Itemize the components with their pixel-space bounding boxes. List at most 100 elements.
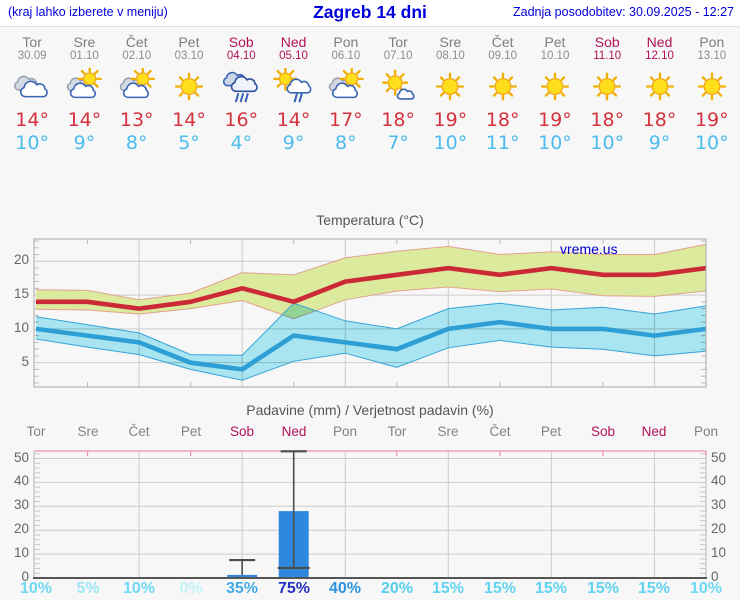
day-date: 12.10 [645, 50, 674, 62]
mostly-sunny-icon [382, 69, 419, 105]
precip-day-label: Sob [229, 424, 255, 439]
day-date: 02.10 [122, 50, 152, 62]
weather-icon-slot [215, 68, 267, 108]
temperature-chart-title: Temperatura (°C) [316, 212, 424, 228]
weather-icon-slot [58, 66, 110, 108]
precip-probability: 10% [689, 580, 723, 597]
high-temperature: 18° [642, 109, 677, 131]
precip-probability: 10% [19, 580, 53, 597]
day-column: Pet 10.10 19° 10° [529, 27, 581, 177]
sunny-icon [540, 72, 569, 101]
day-column: Sre 08.10 19° 10° [424, 27, 476, 177]
high-temperature: 13° [119, 109, 154, 131]
high-temperature: 19° [433, 109, 468, 131]
high-temperature: 16° [224, 109, 259, 131]
temp-axis-tick: 20 [13, 252, 29, 267]
day-name: Pet [544, 34, 566, 50]
precip-day-label: Sob [590, 424, 616, 439]
day-name: Čet [125, 34, 148, 50]
precip-probability: 5% [76, 580, 100, 597]
day-name: Ned [280, 34, 307, 50]
day-date: 04.10 [226, 50, 256, 62]
precipitation-bar [227, 574, 258, 578]
precip-axis-tick-right: 50 [711, 450, 727, 465]
low-temperature: 7° [387, 132, 409, 154]
precip-axis-tick-right: 30 [711, 497, 727, 512]
day-date: 30.09 [17, 50, 47, 62]
precip-probability: 0% [179, 580, 203, 597]
weather-icon-slot [372, 68, 424, 108]
sun-rain-icon [272, 66, 315, 103]
sunny-icon [174, 72, 204, 101]
precip-axis-tick-left: 10 [13, 545, 29, 560]
weather-icon-slot [163, 68, 215, 108]
precip-probability: 15% [483, 580, 517, 597]
precip-probability: 10% [122, 580, 156, 597]
day-column: Pon 13.10 19° 10° [686, 27, 738, 177]
page-title: Zagreb 14 dni [313, 2, 427, 22]
sunny-icon [645, 72, 674, 101]
high-temperature: 14° [67, 109, 102, 131]
weather-icon-slot [581, 68, 633, 108]
precip-probability: 75% [277, 580, 311, 597]
precip-day-label: Pet [180, 424, 202, 439]
day-column: Ned 05.10 14° 9° [267, 27, 319, 177]
precip-axis-tick-right: 40 [711, 473, 727, 488]
day-column: Čet 09.10 18° 11° [477, 27, 529, 177]
precip-day-label: Tor [387, 424, 407, 439]
sunny-icon [488, 72, 517, 101]
precip-day-label: Ned [281, 424, 307, 439]
day-date: 03.10 [174, 50, 204, 62]
day-name: Tor [388, 34, 408, 50]
day-name: Pon [333, 34, 359, 50]
day-name: Tor [22, 34, 42, 50]
forecast-strip: Tor 30.09 14° 10° Sre 01.10 14° 9° Čet 02.10 13° 8°… [0, 27, 738, 177]
precip-axis-tick-right: 10 [711, 545, 727, 560]
partly-cloudy-icon [116, 66, 155, 105]
precip-probability: 15% [534, 580, 568, 597]
temp-axis-tick: 10 [13, 320, 29, 335]
last-update: Zadnja posodobitev: 30.09.2025 - 12:27 [512, 5, 734, 19]
low-temperature: 11° [485, 132, 520, 154]
low-temperature: 10° [15, 132, 49, 154]
precip-day-label: Pet [540, 424, 562, 439]
low-temperature: 8° [125, 132, 148, 154]
weather-icon-slot [320, 66, 372, 108]
weather-icon-slot [6, 68, 58, 108]
temperature-chart [33, 238, 707, 388]
day-date: 09.10 [488, 50, 518, 62]
day-date: 05.10 [279, 50, 308, 62]
low-temperature: 10° [590, 132, 625, 154]
precip-axis-tick-left: 50 [13, 450, 29, 465]
precip-axis-tick-right: 20 [711, 521, 727, 536]
partly-cloudy-icon [325, 66, 364, 105]
precip-day-label: Čet [128, 424, 150, 439]
high-temperature: 18° [590, 109, 625, 131]
day-date: 10.10 [540, 50, 570, 62]
watermark-link[interactable]: vreme.us [560, 241, 618, 257]
precip-day-label: Pon [332, 424, 358, 439]
low-temperature: 8° [335, 132, 357, 154]
weather-icon-slot [633, 68, 685, 108]
precip-axis-tick-left: 40 [13, 473, 29, 488]
precip-axis-tick-left: 0 [21, 569, 29, 584]
day-name: Sob [594, 34, 620, 50]
day-column: Pon 06.10 17° 8° [320, 27, 372, 177]
low-temperature: 4° [230, 132, 253, 154]
day-date: 11.10 [593, 50, 622, 62]
low-temperature: 10° [694, 132, 729, 154]
precip-probability: 35% [225, 580, 259, 597]
day-name: Čet [491, 34, 514, 50]
low-temperature: 10° [538, 132, 572, 154]
day-date: 01.10 [70, 50, 99, 62]
precip-probability: 40% [328, 580, 362, 597]
day-name: Sob [228, 34, 254, 50]
day-name: Ned [646, 34, 673, 50]
precip-day-label: Pon [693, 424, 719, 439]
day-name: Pet [178, 34, 200, 50]
day-date: 08.10 [436, 50, 465, 62]
day-column: Čet 02.10 13° 8° [111, 27, 163, 177]
day-name: Pon [699, 34, 725, 50]
